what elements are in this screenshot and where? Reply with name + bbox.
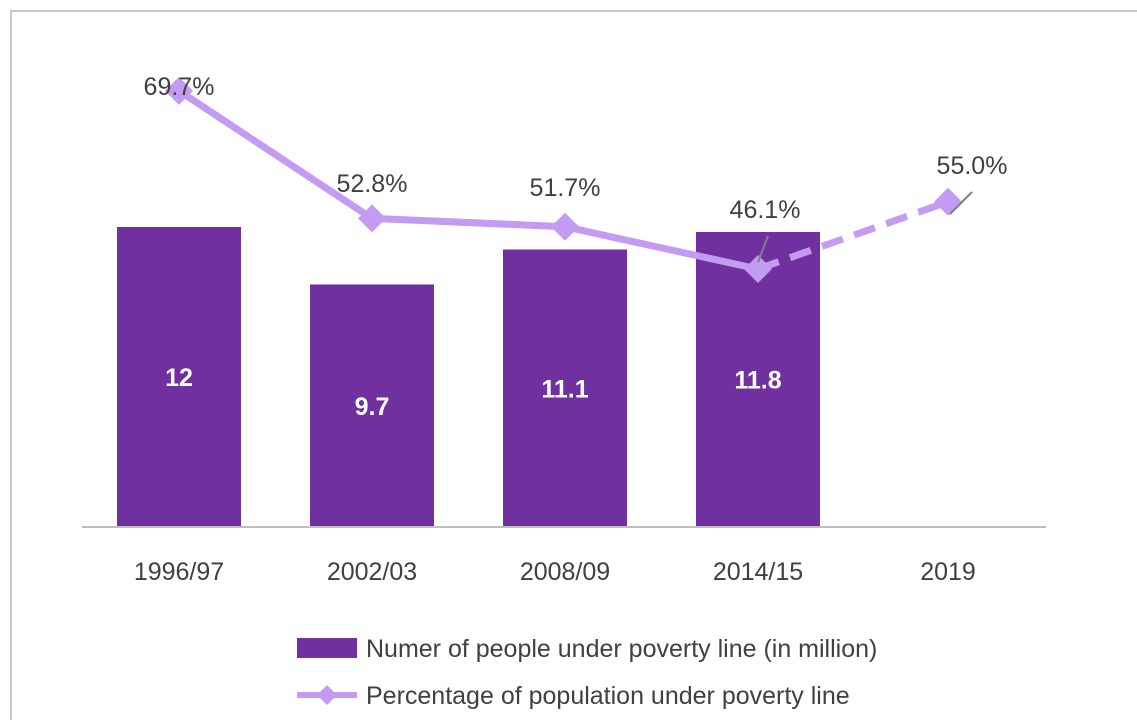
line-marker-2019	[934, 187, 962, 216]
line-series-solid	[175, 87, 762, 273]
line-value-label: 46.1%	[730, 196, 801, 224]
bar-1996/97	[117, 227, 241, 527]
line-marker-2008/09	[551, 212, 579, 241]
x-tick-label: 1996/97	[134, 558, 224, 586]
line-value-label: 52.8%	[337, 170, 408, 198]
line-marker-1996/97	[165, 76, 193, 105]
bar-value-label: 11.1	[541, 375, 588, 403]
legend-bar-label: Numer of people under poverty line (in m…	[366, 635, 877, 663]
line-value-label: 69.7%	[144, 73, 215, 101]
bar-value-label: 9.7	[355, 393, 390, 421]
labels-layer: 69.7% 52.8% 51.7% 46.1% 55.0%	[144, 73, 1008, 263]
x-tick-label: 2019	[920, 558, 976, 586]
bar-2008/09	[503, 249, 627, 527]
leader-line	[949, 191, 973, 215]
line-marker-2002/03	[358, 204, 386, 233]
bar-2002/03	[310, 284, 434, 527]
bar-value-label: 11.8	[734, 367, 781, 395]
line-layer	[165, 76, 962, 283]
line-value-label: 51.7%	[530, 174, 601, 202]
legend-line-marker	[317, 685, 337, 705]
x-tick-label: 2002/03	[327, 558, 417, 586]
bar-value-label: 12	[165, 364, 193, 392]
legend: Numer of people under poverty line (in m…	[297, 635, 877, 710]
x-tick-label: 2008/09	[520, 558, 610, 586]
x-tick-label: 2014/15	[713, 558, 803, 586]
ticks-layer: 1996/97 2002/03 2008/09 2014/15 2019	[134, 558, 976, 586]
legend-bar-swatch	[297, 638, 357, 658]
leader-line	[757, 235, 769, 263]
bars-layer: 12 9.7 11.1 11.8	[117, 227, 820, 527]
line-marker-2014/15	[744, 255, 772, 283]
legend-line-label: Percentage of population under poverty l…	[366, 682, 850, 710]
line-value-label: 55.0%	[937, 152, 1008, 180]
